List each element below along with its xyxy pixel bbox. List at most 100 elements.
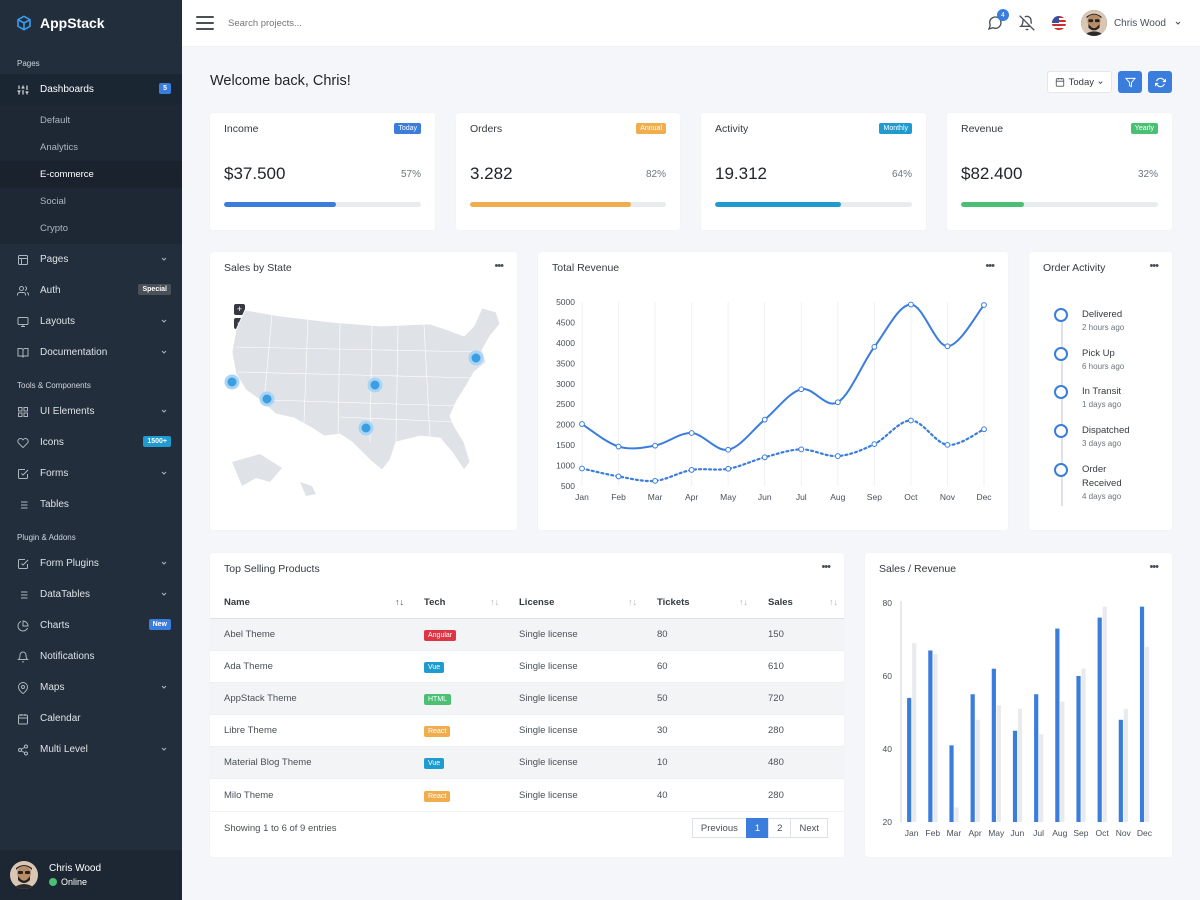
grid-icon xyxy=(17,406,29,418)
sidebar-item-calendar[interactable]: Calendar xyxy=(0,703,182,734)
sidebar-item-charts[interactable]: Charts New xyxy=(0,610,182,641)
pagination-page-1[interactable]: 1 xyxy=(745,818,770,838)
table-row[interactable]: Milo Theme React Single license 40 280 xyxy=(210,778,844,812)
sidebar-item-form-plugins[interactable]: Form Plugins xyxy=(0,548,182,579)
more-options-icon[interactable]: ••• xyxy=(494,260,504,272)
progress-bar xyxy=(470,202,666,207)
language-selector[interactable] xyxy=(1051,15,1067,31)
user-status-text: Online xyxy=(61,877,88,887)
sidebar-subitem-default[interactable]: Default xyxy=(40,115,71,126)
notifications-button[interactable] xyxy=(1018,15,1035,31)
sidebar-item-label: Pages xyxy=(40,254,69,265)
sidebar-item-datatables[interactable]: DataTables xyxy=(0,579,182,610)
us-map[interactable] xyxy=(220,302,510,502)
monitor-icon xyxy=(17,316,29,328)
table-row[interactable]: Material Blog Theme Vue Single license 1… xyxy=(210,746,844,780)
bar xyxy=(1076,676,1081,822)
sort-icon: ↑↓ xyxy=(395,597,404,607)
map-marker[interactable] xyxy=(468,350,484,366)
cell-license: Single license xyxy=(505,746,643,780)
table-row[interactable]: Libre Theme React Single license 30 280 xyxy=(210,714,844,748)
sidebar-item-pages[interactable]: Pages xyxy=(0,244,182,275)
more-options-icon[interactable]: ••• xyxy=(985,260,995,272)
timeline-time: 6 hours ago xyxy=(1082,362,1125,371)
sidebar-item-notifications[interactable]: Notifications xyxy=(0,641,182,672)
x-tick-label: Jan xyxy=(905,828,919,838)
pagination-previous[interactable]: Previous xyxy=(691,818,747,838)
bar xyxy=(975,719,980,822)
sidebar-item-label: Charts xyxy=(40,620,70,631)
cell-name: Ada Theme xyxy=(210,650,410,683)
series-line-1 xyxy=(580,419,986,483)
sidebar-user[interactable]: Chris Wood Online xyxy=(0,850,182,900)
column-header-sales[interactable]: Sales ↑↓ xyxy=(754,587,844,619)
sidebar-item-ui-elements[interactable]: UI Elements xyxy=(0,396,182,427)
sidebar-subitem-ecommerce[interactable]: E-commerce xyxy=(0,161,182,188)
data-point xyxy=(798,446,805,453)
bar xyxy=(949,745,954,822)
layout-icon xyxy=(17,254,29,266)
stat-badge: Annual xyxy=(636,123,666,134)
user-menu[interactable]: Chris Wood xyxy=(1080,10,1182,36)
messages-button[interactable]: 4 xyxy=(987,9,1009,31)
sidebar-subitem-social[interactable]: Social xyxy=(40,196,66,207)
column-header-tech[interactable]: Tech ↑↓ xyxy=(410,587,505,619)
sidebar-item-maps[interactable]: Maps xyxy=(0,672,182,703)
hamburger-menu-icon[interactable] xyxy=(196,16,214,30)
y-tick-label: 80 xyxy=(883,598,893,608)
heart-icon xyxy=(17,437,29,449)
map-marker[interactable] xyxy=(259,391,275,407)
date-range-dropdown[interactable]: Today xyxy=(1046,71,1112,93)
table-row[interactable]: Ada Theme Vue Single license 60 610 xyxy=(210,650,844,683)
map-marker[interactable] xyxy=(224,374,240,390)
column-header-license[interactable]: License ↑↓ xyxy=(505,587,643,619)
pie-chart-icon xyxy=(17,619,29,632)
y-tick-label: 20 xyxy=(883,817,893,827)
sidebar-item-forms[interactable]: Forms xyxy=(0,458,182,489)
search-input[interactable] xyxy=(228,17,428,29)
stat-card-activity: Activity Monthly 19.312 64% xyxy=(701,113,926,230)
more-options-icon[interactable]: ••• xyxy=(821,561,831,573)
sidebar-subitem-crypto[interactable]: Crypto xyxy=(40,223,68,234)
sales-revenue-chart[interactable]: 20 40 60 80 Jan Feb Mar Apr May Jun Jul Aug Sep Oct No… xyxy=(865,553,1172,857)
sidebar-item-multi-level[interactable]: Multi Level xyxy=(0,734,182,765)
filter-button[interactable] xyxy=(1118,71,1142,93)
total-revenue-chart[interactable]: Jan Feb Mar Apr May Jun Jul Aug Sep Oct Nov Dec 500 1… xyxy=(538,252,1008,530)
stat-percent: 57% xyxy=(400,169,421,180)
sidebar-item-label: Forms xyxy=(40,468,69,479)
table-row[interactable]: Abel Theme Angular Single license 80 150 xyxy=(210,618,844,651)
map-marker[interactable] xyxy=(358,420,374,436)
sidebar-item-layouts[interactable]: Layouts xyxy=(0,306,182,337)
brand[interactable]: AppStack xyxy=(0,0,182,46)
more-options-icon[interactable]: ••• xyxy=(1149,260,1159,272)
x-tick-label: Nov xyxy=(940,492,956,502)
sidebar-item-dashboards[interactable]: Dashboards 5 xyxy=(0,74,182,105)
tech-badge: HTML xyxy=(424,693,452,705)
bar xyxy=(1055,628,1060,822)
refresh-button[interactable] xyxy=(1148,71,1172,93)
more-options-icon[interactable]: ••• xyxy=(1149,561,1159,573)
map-marker[interactable] xyxy=(367,377,383,393)
data-point xyxy=(761,416,768,423)
sidebar-subitem-analytics[interactable]: Analytics xyxy=(40,142,79,153)
map-zoom-in-button[interactable]: + xyxy=(234,304,245,315)
timeline-dot xyxy=(1054,347,1068,361)
x-tick-label: Sep xyxy=(867,492,882,502)
pagination-next[interactable]: Next xyxy=(790,818,828,838)
y-tick-label: 1500 xyxy=(556,440,575,450)
chevron-down-icon xyxy=(161,319,167,323)
sidebar-item-documentation[interactable]: Documentation xyxy=(0,337,182,368)
progress-fill xyxy=(715,202,842,207)
sidebar-item-tables[interactable]: Tables xyxy=(0,489,182,520)
stat-title: Revenue xyxy=(961,123,1004,135)
bar xyxy=(1060,701,1065,822)
column-header-tickets[interactable]: Tickets ↑↓ xyxy=(643,587,754,619)
sidebar-item-icons[interactable]: Icons 1500+ xyxy=(0,427,182,458)
pagination-page-2[interactable]: 2 xyxy=(768,818,792,838)
timeline-dot xyxy=(1054,463,1068,477)
table-row[interactable]: AppStack Theme HTML Single license 50 72… xyxy=(210,682,844,716)
sidebar-item-auth[interactable]: Auth Special xyxy=(0,275,182,306)
bar xyxy=(1144,646,1150,822)
column-header-name[interactable]: Name ↑↓ xyxy=(210,587,410,619)
stat-percent: 82% xyxy=(645,169,666,180)
